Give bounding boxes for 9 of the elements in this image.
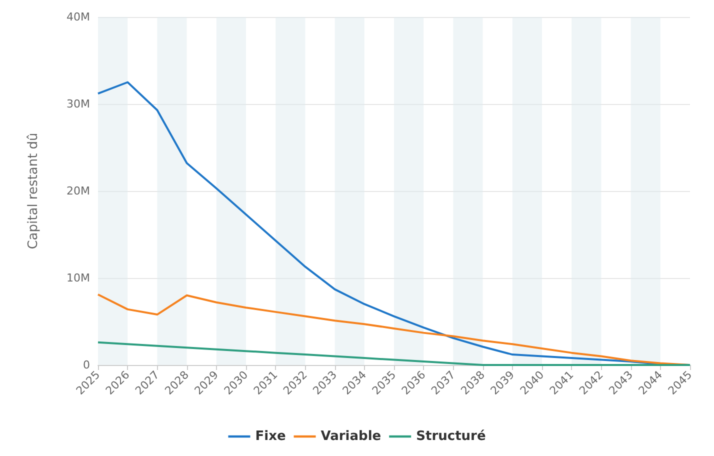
y-tick-label: 20M — [66, 184, 90, 198]
y-tick-label: 10M — [66, 272, 90, 284]
legend-label: Variable — [320, 429, 382, 444]
y-tick-label: 30M — [66, 98, 90, 110]
legend-label: Structuré — [416, 429, 486, 444]
legend-label: Fixe — [255, 429, 286, 444]
y-tick-label: 0 — [83, 358, 90, 372]
y-tick-label: 40M — [66, 10, 90, 24]
y-axis-title: Capital restant dû — [26, 132, 41, 250]
